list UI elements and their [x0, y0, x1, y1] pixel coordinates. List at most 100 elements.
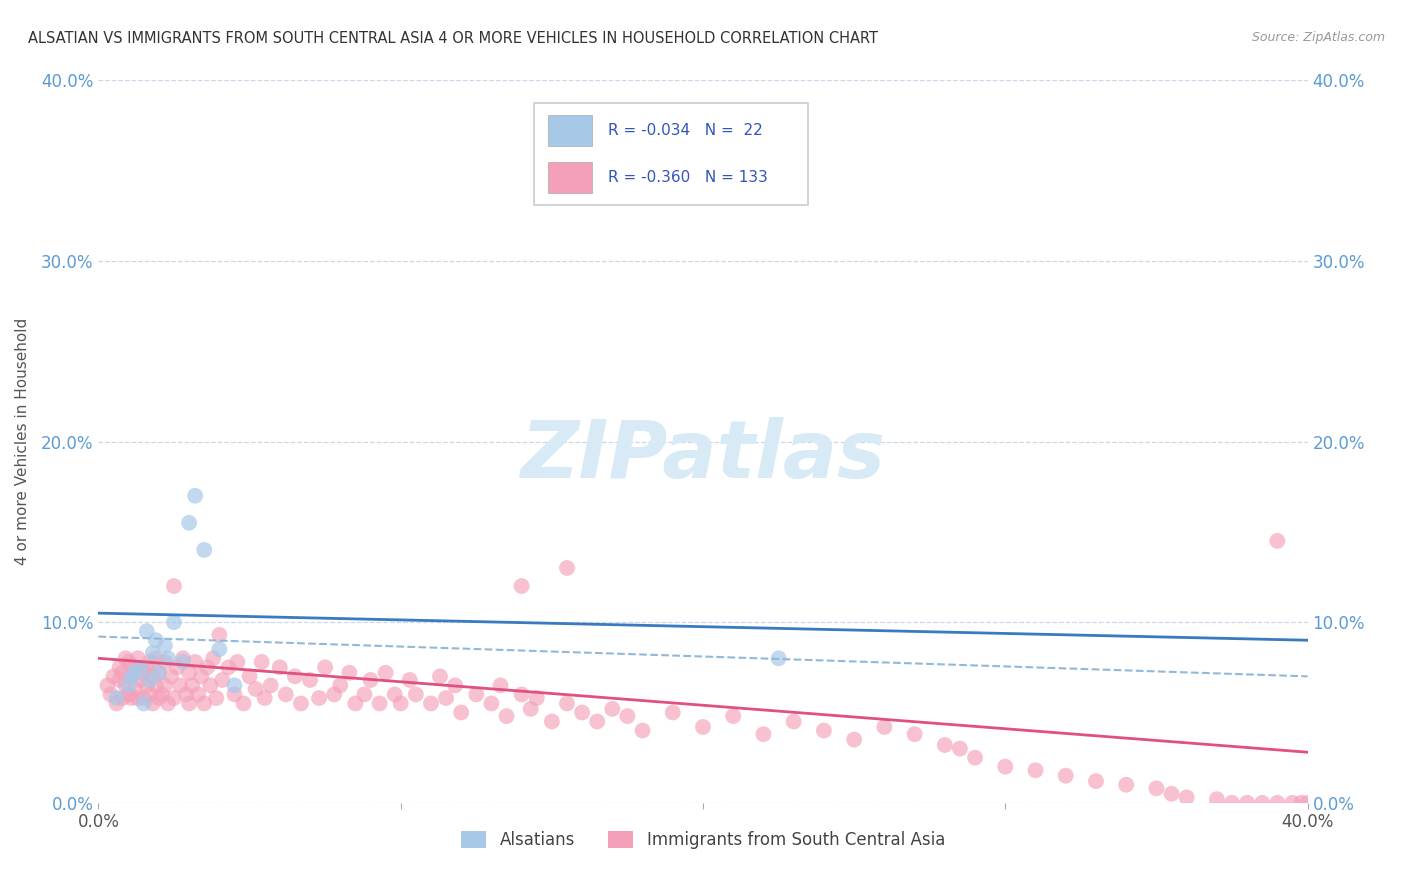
Point	[127, 651, 149, 665]
Point	[1296, 796, 1319, 810]
Point	[108, 660, 131, 674]
Point	[1236, 796, 1258, 810]
Point	[434, 691, 457, 706]
Point	[208, 642, 231, 657]
Point	[260, 678, 283, 692]
Point	[205, 691, 228, 706]
Point	[1281, 796, 1303, 810]
Point	[118, 678, 141, 692]
Point	[450, 706, 472, 720]
Point	[495, 709, 517, 723]
Point	[1024, 764, 1046, 778]
Point	[783, 714, 806, 729]
Point	[135, 660, 157, 674]
Point	[540, 714, 562, 729]
FancyBboxPatch shape	[548, 115, 592, 145]
Point	[1220, 796, 1243, 810]
Point	[142, 669, 165, 683]
Point	[103, 669, 125, 683]
Point	[127, 691, 149, 706]
Point	[129, 673, 152, 687]
Point	[239, 669, 262, 683]
Point	[166, 660, 188, 674]
Point	[153, 639, 176, 653]
Point	[949, 741, 972, 756]
Point	[111, 665, 134, 680]
Point	[139, 673, 162, 687]
Point	[631, 163, 654, 178]
Point	[420, 697, 443, 711]
Point	[723, 709, 745, 723]
Point	[904, 727, 927, 741]
Text: ZIPatlas: ZIPatlas	[520, 417, 886, 495]
Point	[1206, 792, 1229, 806]
Point	[114, 678, 136, 692]
Point	[105, 697, 128, 711]
Point	[153, 678, 176, 692]
Point	[108, 673, 131, 687]
Point	[752, 727, 775, 741]
Point	[353, 687, 375, 701]
Point	[398, 673, 420, 687]
Point	[193, 542, 215, 557]
Point	[96, 678, 118, 692]
Point	[1291, 796, 1313, 810]
Point	[163, 615, 186, 630]
Point	[124, 660, 146, 674]
Point	[555, 561, 578, 575]
FancyBboxPatch shape	[534, 103, 808, 205]
Point	[519, 702, 541, 716]
Point	[224, 687, 246, 701]
Point	[132, 691, 155, 706]
Point	[429, 669, 451, 683]
Point	[208, 628, 231, 642]
Point	[1175, 790, 1198, 805]
Point	[1054, 769, 1077, 783]
Point	[1115, 778, 1137, 792]
Point	[284, 669, 307, 683]
Point	[602, 702, 624, 716]
Point	[224, 678, 246, 692]
Point	[163, 691, 186, 706]
Point	[179, 516, 201, 530]
Point	[181, 678, 204, 692]
Point	[873, 720, 896, 734]
Text: R = -0.034   N =  22: R = -0.034 N = 22	[609, 123, 763, 137]
Point	[114, 651, 136, 665]
Point	[314, 660, 336, 674]
Point	[510, 579, 533, 593]
Point	[172, 651, 194, 665]
Point	[374, 665, 396, 680]
Point	[481, 697, 503, 711]
Point	[184, 489, 207, 503]
Point	[489, 678, 512, 692]
FancyBboxPatch shape	[548, 162, 592, 193]
Point	[250, 655, 273, 669]
Point	[555, 697, 578, 711]
Point	[1144, 781, 1167, 796]
Point	[184, 655, 207, 669]
Point	[274, 687, 297, 701]
Point	[111, 691, 134, 706]
Point	[308, 691, 330, 706]
Point	[118, 655, 141, 669]
Legend: Alsatians, Immigrants from South Central Asia: Alsatians, Immigrants from South Central…	[454, 824, 952, 856]
Point	[299, 673, 322, 687]
Text: Source: ZipAtlas.com: Source: ZipAtlas.com	[1251, 31, 1385, 45]
Point	[124, 665, 146, 680]
Point	[105, 691, 128, 706]
Point	[121, 669, 143, 683]
Point	[211, 673, 233, 687]
Point	[121, 691, 143, 706]
Point	[163, 579, 186, 593]
Point	[389, 697, 412, 711]
Point	[368, 697, 391, 711]
Point	[132, 697, 155, 711]
Point	[323, 687, 346, 701]
Point	[142, 646, 165, 660]
Point	[384, 687, 406, 701]
Point	[360, 673, 382, 687]
Point	[153, 655, 176, 669]
Y-axis label: 4 or more Vehicles in Household: 4 or more Vehicles in Household	[15, 318, 30, 566]
Point	[179, 697, 201, 711]
